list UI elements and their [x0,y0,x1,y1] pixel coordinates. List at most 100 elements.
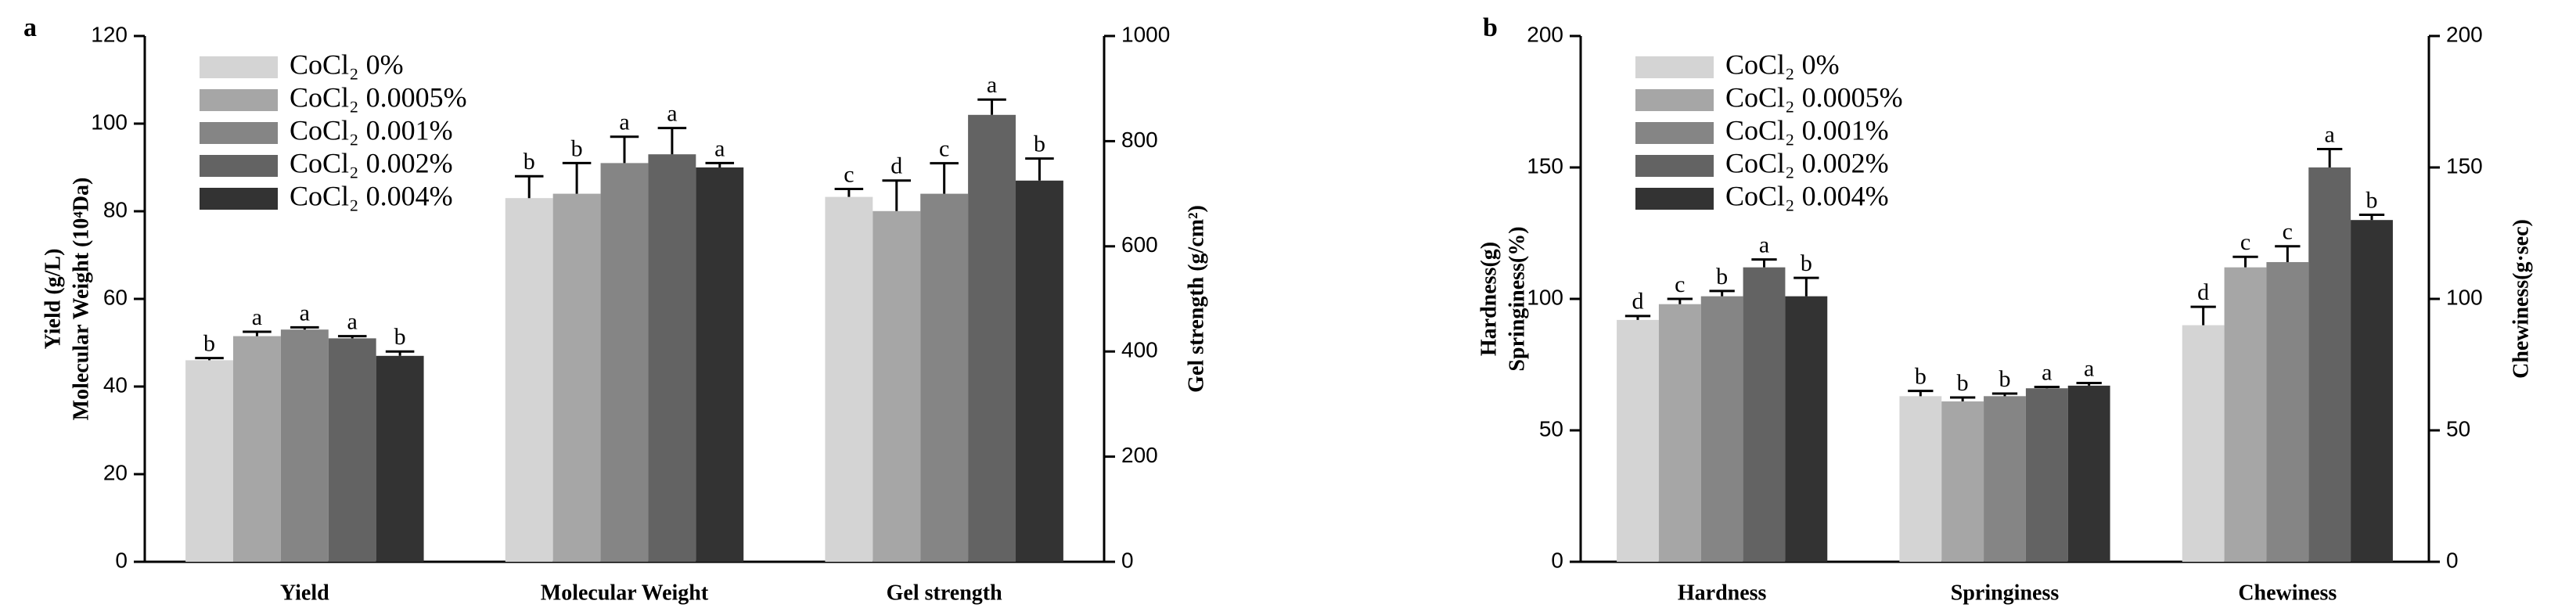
error-bar [1908,390,1934,397]
error-bar [977,98,1006,115]
error-bar [834,188,864,197]
y-tick-label: 40 [103,372,128,397]
x-tick-label: Springiness [1951,581,2060,605]
legend-label: CoCl₂ 0.001% [1725,114,1889,146]
bar [505,198,553,562]
error-bar [1793,276,1819,297]
bar [232,336,281,562]
significance-letter: a [1759,232,1769,257]
bar [600,163,649,562]
significance-letter: b [1957,370,1969,396]
error-bar [337,335,367,339]
significance-letter: c [2283,219,2293,245]
bar [1016,180,1063,563]
significance-letter: b [203,330,215,356]
x-tick-label: Hardness [1678,581,1767,605]
bar [1984,396,2026,562]
significance-letter: a [2042,359,2052,385]
y2-tick-label: 0 [1121,548,1134,572]
significance-letter: b [394,324,406,350]
error-bar [1709,290,1735,297]
bar [552,193,601,562]
y2-tick-label: 800 [1121,128,1158,152]
error-bar [930,162,959,194]
significance-letter: b [2366,187,2378,213]
bar [185,360,233,562]
significance-letter: b [1801,250,1812,276]
significance-letter: b [1915,363,1927,389]
error-bar [610,135,639,164]
error-bar [657,127,687,155]
bar [872,210,921,562]
error-bar [243,330,272,336]
bar [1700,296,1743,562]
legend-label: CoCl₂ 0.001% [290,114,453,146]
error-bar [1950,396,1976,402]
legend-label: CoCl₂ 0% [290,49,404,80]
y-tick-label: 50 [1539,416,1563,441]
significance-letter: b [571,135,583,161]
significance-letter: c [1675,272,1685,297]
legend-swatch [1635,155,1714,177]
bar [968,114,1016,563]
significance-letter: b [1999,366,2011,392]
bar [1785,296,1828,562]
y-tick-label: 0 [1551,548,1563,572]
legend-label: CoCl₂ 0.0005% [290,81,467,113]
bar [2266,261,2309,562]
significance-letter: c [2240,229,2250,255]
y2-tick-label: 50 [2446,416,2470,441]
significance-letter: d [890,153,902,179]
y2-tick-label: 200 [2446,22,2483,46]
y2-tick-label: 200 [1121,443,1158,467]
y2-tick-label: 0 [2446,548,2459,572]
significance-letter: a [347,308,358,334]
legend-swatch [1635,56,1714,78]
y2-tick-label: 100 [2446,285,2483,309]
error-bar [385,350,415,356]
bar [1743,267,1786,562]
y-axis-label: Molecular Weight (10⁴Da) [69,178,93,421]
y-tick-label: 60 [103,285,128,309]
error-bar [2076,382,2102,386]
legend-swatch [200,188,278,210]
error-bar [2034,386,2060,389]
bar [376,355,424,562]
x-tick-label: Gel strength [887,581,1002,605]
x-tick-label: Chewiness [2238,581,2337,605]
y-tick-label: 100 [91,110,128,134]
error-bar [1025,157,1054,181]
error-bar [882,179,912,211]
error-bar [2317,147,2343,167]
bar [825,196,873,562]
bar [696,167,744,562]
legend-label: CoCl₂ 0.002% [1725,147,1889,178]
significance-letter: d [1632,289,1643,315]
panel-label: b [1483,13,1498,42]
significance-letter: a [619,110,629,135]
legend-swatch [200,122,278,144]
y-axis-label: Hardness(g) [1477,242,1501,356]
y2-axis-label: Gel strength (g/cm²) [1184,205,1208,393]
error-bar [1667,297,1693,304]
bar [2308,167,2351,562]
significance-letter: a [667,100,677,126]
significance-letter: a [300,300,310,325]
y-tick-label: 100 [1527,285,1563,309]
significance-letter: c [939,136,949,162]
bar [2351,220,2393,562]
bar [2224,267,2267,562]
legend-label: CoCl₂ 0% [1725,49,1840,80]
significance-letter: a [252,304,262,330]
significance-letter: c [844,161,854,187]
legend-swatch [200,89,278,111]
legend-swatch [1635,89,1714,111]
error-bar [2358,213,2385,221]
bar [920,193,969,562]
significance-letter: a [987,72,997,98]
error-bar [2232,255,2258,268]
error-bar [562,161,592,194]
legend-label: CoCl₂ 0.0005% [1725,81,1903,113]
